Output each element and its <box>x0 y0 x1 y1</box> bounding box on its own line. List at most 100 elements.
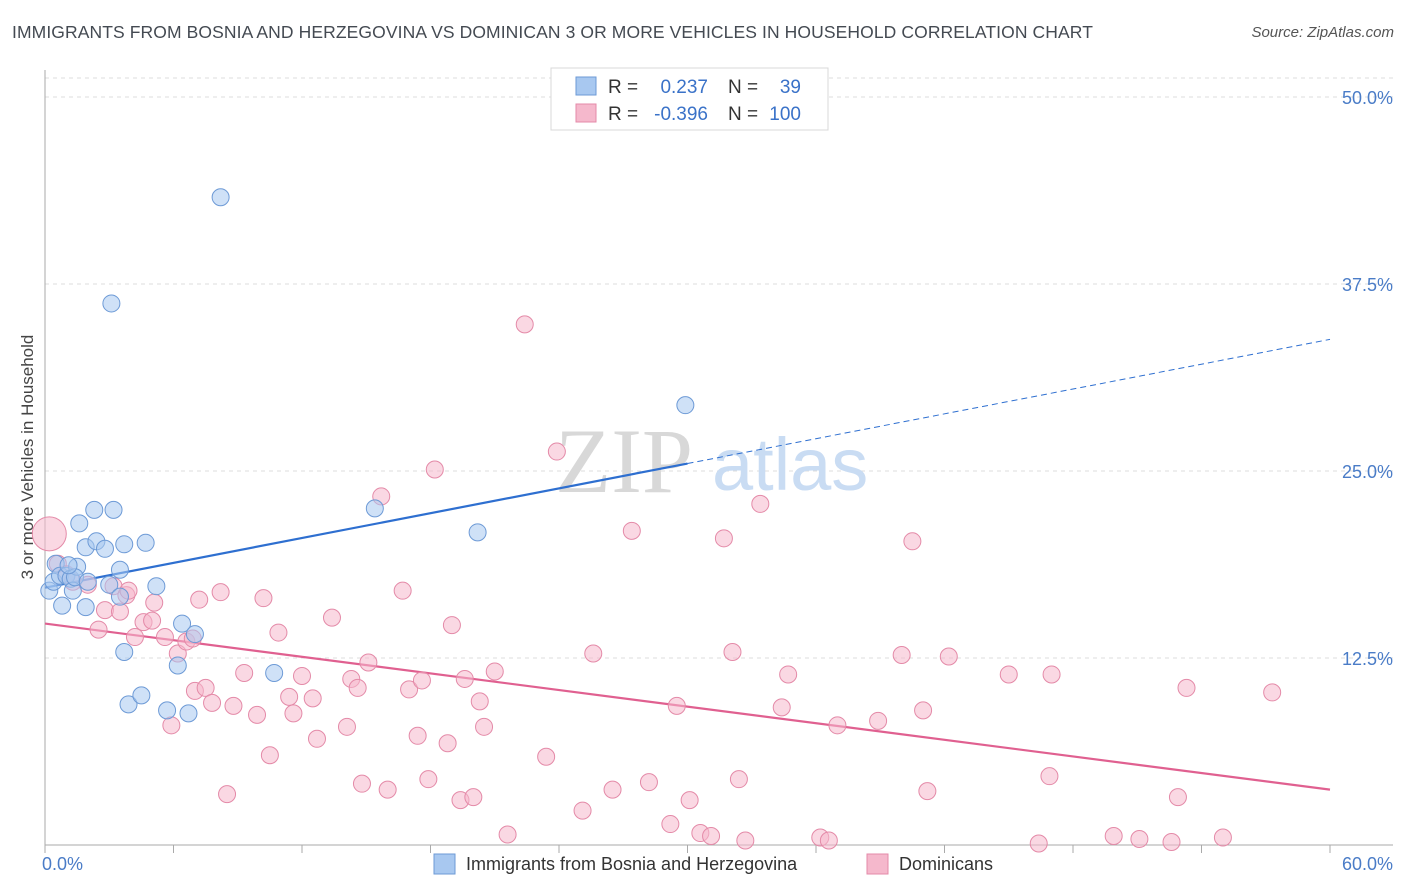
series-bosnia-points <box>40 188 695 723</box>
legend-r-value-bosnia: 0.237 <box>660 77 708 98</box>
point-dominicans-54 <box>455 669 474 688</box>
point-dominicans-70 <box>680 791 699 810</box>
point-bosnia-11 <box>76 598 95 617</box>
point-bosnia-21 <box>119 695 138 714</box>
point-dominicans-96 <box>1168 788 1187 807</box>
point-dominicans-97 <box>1177 678 1196 697</box>
bottom-legend-swatch-bosnia <box>433 853 456 875</box>
y-tick-labels: 12.5% 25.0% 37.5% 50.0% <box>1342 88 1393 669</box>
point-dominicans-83 <box>869 711 888 730</box>
point-bosnia-26 <box>168 656 187 675</box>
point-bosnia-35 <box>676 396 695 415</box>
point-bosnia-33 <box>365 499 384 518</box>
legend-n-label-dominicans: N = <box>728 104 758 125</box>
x-tick-label-min: 0.0% <box>42 854 83 874</box>
point-dominicans-90 <box>1029 834 1048 853</box>
point-dominicans-26 <box>224 696 243 715</box>
y-axis-label: 3 or more Vehicles in Household <box>18 335 37 580</box>
point-dominicans-23 <box>203 693 222 712</box>
point-dominicans-75 <box>729 770 748 789</box>
point-dominicans-81 <box>819 831 838 850</box>
point-bosnia-38 <box>59 556 78 575</box>
point-dominicans-92 <box>1042 665 1061 684</box>
point-dominicans-78 <box>772 698 791 717</box>
point-dominicans-72 <box>702 827 721 846</box>
point-dominicans-50 <box>425 460 444 479</box>
point-dominicans-22 <box>196 678 215 697</box>
bottom-legend-label-dominicans: Dominicans <box>899 854 993 874</box>
y-tick-label-2: 37.5% <box>1342 275 1393 295</box>
point-dominicans-21 <box>190 590 209 609</box>
legend-swatch-dominicans <box>575 103 597 123</box>
point-dominicans-84 <box>892 646 911 665</box>
point-dominicans-33 <box>284 704 303 723</box>
point-dominicans-0 <box>31 516 67 552</box>
point-dominicans-85 <box>903 532 922 551</box>
legend-r-label-bosnia: R = <box>608 77 638 98</box>
point-dominicans-14 <box>145 593 164 612</box>
watermark-atlas: atlas <box>712 423 868 506</box>
point-bosnia-23 <box>136 533 155 552</box>
point-bosnia-9 <box>70 514 89 533</box>
x-tick-label-max: 60.0% <box>1342 854 1393 874</box>
series-legend: Immigrants from Bosnia and Herzegovina D… <box>433 853 993 875</box>
legend-n-label-bosnia: N = <box>728 77 758 98</box>
point-dominicans-76 <box>736 831 755 850</box>
point-dominicans-73 <box>714 529 733 548</box>
stats-legend-box <box>550 67 829 131</box>
point-dominicans-35 <box>307 729 326 748</box>
point-dominicans-62 <box>547 442 566 461</box>
point-dominicans-55 <box>464 788 483 807</box>
legend-n-value-bosnia: 39 <box>780 77 801 98</box>
point-dominicans-6 <box>95 601 114 620</box>
point-bosnia-32 <box>265 663 284 682</box>
point-dominicans-86 <box>914 701 933 720</box>
point-dominicans-63 <box>573 801 592 820</box>
point-dominicans-27 <box>235 663 254 682</box>
point-dominicans-45 <box>393 581 412 600</box>
point-dominicans-25 <box>218 785 237 804</box>
point-bosnia-29 <box>185 625 204 644</box>
point-dominicans-77 <box>751 494 770 513</box>
y-tick-label-0: 12.5% <box>1342 649 1393 669</box>
point-dominicans-61 <box>537 747 556 766</box>
point-bosnia-16 <box>110 560 129 579</box>
y-tick-label-1: 25.0% <box>1342 462 1393 482</box>
point-dominicans-44 <box>378 780 397 799</box>
point-dominicans-42 <box>359 653 378 672</box>
point-bosnia-34 <box>468 523 487 542</box>
gridlines <box>45 77 1393 659</box>
bottom-legend-label-bosnia: Immigrants from Bosnia and Herzegovina <box>466 854 798 874</box>
point-dominicans-57 <box>475 717 494 736</box>
point-dominicans-32 <box>280 687 299 706</box>
chart-title: IMMIGRANTS FROM BOSNIA AND HERZEGOVINA V… <box>12 22 1093 42</box>
point-dominicans-79 <box>779 665 798 684</box>
series-dominicans-points <box>31 315 1282 853</box>
point-dominicans-49 <box>419 770 438 789</box>
point-dominicans-34 <box>303 689 322 708</box>
point-dominicans-24 <box>211 583 230 602</box>
legend-r-label-dominicans: R = <box>608 104 638 125</box>
point-bosnia-31 <box>102 294 121 313</box>
point-dominicans-94 <box>1130 830 1149 849</box>
point-dominicans-69 <box>667 696 686 715</box>
point-dominicans-30 <box>260 746 279 765</box>
point-dominicans-51 <box>438 734 457 753</box>
legend-n-value-dominicans: 100 <box>769 104 801 125</box>
point-bosnia-18 <box>100 575 119 594</box>
point-bosnia-28 <box>179 704 198 723</box>
point-bosnia-4 <box>53 596 72 615</box>
point-dominicans-37 <box>322 608 341 627</box>
legend-r-value-dominicans: -0.396 <box>654 104 708 125</box>
point-dominicans-46 <box>400 680 419 699</box>
point-dominicans-98 <box>1263 683 1282 702</box>
point-dominicans-59 <box>498 825 517 844</box>
point-dominicans-64 <box>584 644 603 663</box>
point-dominicans-28 <box>248 705 267 724</box>
point-bosnia-25 <box>158 701 177 720</box>
trend-line-bosnia <box>44 462 688 589</box>
point-dominicans-65 <box>603 780 622 799</box>
point-dominicans-47 <box>408 726 427 745</box>
legend-swatch-bosnia <box>575 76 597 96</box>
